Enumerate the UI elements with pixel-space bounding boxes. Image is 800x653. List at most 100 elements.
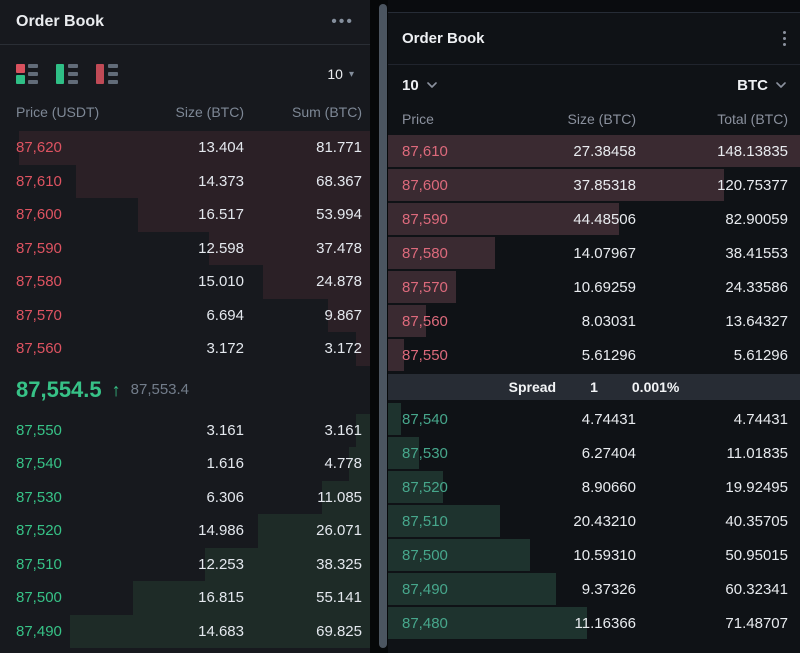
bid-row[interactable]: 87,520 14.986 26.071 bbox=[0, 514, 370, 548]
chevron-down-icon bbox=[426, 82, 437, 88]
depth-bar bbox=[388, 539, 530, 571]
ask-size: 37.85318 bbox=[573, 176, 636, 194]
page-title: Order Book bbox=[402, 30, 485, 47]
kebab-menu-icon[interactable] bbox=[783, 31, 786, 46]
ask-price: 87,570 bbox=[16, 306, 62, 324]
bid-sum: 3.161 bbox=[324, 421, 362, 439]
ask-row[interactable]: 87,550 5.61296 5.61296 bbox=[388, 338, 800, 372]
bid-row[interactable]: 87,480 11.16366 71.48707 bbox=[388, 606, 800, 640]
right-column-headers: Price Size (BTC) Total (BTC) bbox=[388, 103, 800, 134]
ask-row[interactable]: 87,610 27.38458 148.13835 bbox=[388, 134, 800, 168]
bid-row[interactable]: 87,490 9.37326 60.32341 bbox=[388, 572, 800, 606]
ask-price: 87,600 bbox=[16, 206, 62, 224]
bid-sum: 11.085 bbox=[317, 488, 362, 506]
spread-label: Spread bbox=[508, 379, 557, 395]
ask-row[interactable]: 87,580 14.07967 38.41553 bbox=[388, 236, 800, 270]
spread-percent: 0.001% bbox=[631, 379, 680, 395]
ask-row[interactable]: 87,560 8.03031 13.64327 bbox=[388, 304, 800, 338]
ask-row[interactable]: 87,610 14.373 68.367 bbox=[0, 164, 370, 198]
bid-price: 87,490 bbox=[402, 580, 448, 598]
last-price-bar[interactable]: 87,554.5 ↑ 87,553.4 bbox=[0, 366, 370, 414]
bid-row[interactable]: 87,530 6.27404 11.01835 bbox=[388, 436, 800, 470]
bid-size: 1.616 bbox=[206, 455, 244, 473]
ask-total: 5.61296 bbox=[733, 346, 788, 364]
bid-sum: 4.778 bbox=[324, 455, 362, 473]
ask-row[interactable]: 87,600 16.517 53.994 bbox=[0, 198, 370, 232]
book-view-toggles bbox=[16, 64, 118, 84]
ask-row[interactable]: 87,620 13.404 81.771 bbox=[0, 131, 370, 165]
depth-bar bbox=[205, 547, 370, 581]
bid-price: 87,520 bbox=[16, 522, 62, 540]
ask-sum: 24.878 bbox=[316, 273, 362, 291]
bid-size: 12.253 bbox=[198, 555, 244, 573]
bid-price: 87,480 bbox=[402, 614, 448, 632]
asset-unit-select[interactable]: BTC bbox=[737, 77, 786, 94]
depth-bar bbox=[388, 437, 419, 469]
bid-row[interactable]: 87,490 14.683 69.825 bbox=[0, 614, 370, 648]
view-toggle-combined-icon[interactable] bbox=[16, 64, 38, 84]
depth-bar bbox=[388, 203, 619, 235]
ask-total: 13.64327 bbox=[725, 312, 788, 330]
ask-sum: 9.867 bbox=[324, 306, 362, 324]
depth-bar bbox=[388, 339, 404, 371]
depth-bar bbox=[208, 231, 370, 265]
bid-row[interactable]: 87,500 16.815 55.141 bbox=[0, 581, 370, 615]
ask-sum: 37.478 bbox=[316, 239, 362, 257]
asset-unit-value: BTC bbox=[737, 76, 768, 94]
depth-level-select[interactable]: 10 bbox=[402, 77, 437, 94]
more-menu-icon[interactable]: ••• bbox=[331, 13, 354, 30]
bid-size: 14.986 bbox=[198, 522, 244, 540]
bid-row[interactable]: 87,510 12.253 38.325 bbox=[0, 547, 370, 581]
bid-row[interactable]: 87,510 20.43210 40.35705 bbox=[388, 504, 800, 538]
bid-row[interactable]: 87,500 10.59310 50.95015 bbox=[388, 538, 800, 572]
ask-row[interactable]: 87,580 15.010 24.878 bbox=[0, 265, 370, 299]
ask-row[interactable]: 87,570 6.694 9.867 bbox=[0, 298, 370, 332]
ask-row[interactable]: 87,590 12.598 37.478 bbox=[0, 231, 370, 265]
bid-size: 14.683 bbox=[198, 622, 244, 640]
depth-bar bbox=[388, 505, 501, 537]
depth-bar bbox=[327, 298, 370, 332]
caret-down-icon: ▾ bbox=[348, 68, 354, 80]
ask-size: 16.517 bbox=[198, 206, 244, 224]
ask-row[interactable]: 87,600 37.85318 120.75377 bbox=[388, 168, 800, 202]
vertical-scrollbar[interactable] bbox=[379, 4, 387, 648]
bid-size: 3.161 bbox=[206, 421, 244, 439]
bid-total: 71.48707 bbox=[725, 614, 788, 632]
price-up-arrow-icon: ↑ bbox=[111, 379, 121, 400]
bid-row[interactable]: 87,550 3.161 3.161 bbox=[0, 413, 370, 447]
ask-row[interactable]: 87,560 3.172 3.172 bbox=[0, 332, 370, 366]
bid-row[interactable]: 87,530 6.306 11.085 bbox=[0, 480, 370, 514]
bid-row[interactable]: 87,520 8.90660 19.92495 bbox=[388, 470, 800, 504]
bid-total: 11.01835 bbox=[726, 444, 788, 462]
bid-sum: 55.141 bbox=[316, 589, 362, 607]
right-panel-controls: 10 BTC bbox=[388, 67, 800, 103]
view-toggle-bids-only-icon[interactable] bbox=[56, 64, 78, 84]
ask-size: 12.598 bbox=[198, 239, 244, 257]
bid-size: 8.90660 bbox=[581, 478, 636, 496]
view-toggle-asks-only-icon[interactable] bbox=[96, 64, 118, 84]
right-panel-top-edge bbox=[388, 0, 800, 13]
bid-row[interactable]: 87,540 1.616 4.778 bbox=[0, 447, 370, 481]
depth-bar bbox=[388, 135, 800, 167]
ask-row[interactable]: 87,590 44.48506 82.90059 bbox=[388, 202, 800, 236]
order-book-panel-left: Order Book ••• bbox=[0, 0, 370, 653]
ask-price: 87,560 bbox=[402, 312, 448, 330]
ask-price: 87,590 bbox=[402, 210, 448, 228]
bid-price: 87,530 bbox=[402, 444, 448, 462]
bid-row[interactable]: 87,540 4.74431 4.74431 bbox=[388, 402, 800, 436]
bid-price: 87,500 bbox=[16, 589, 62, 607]
ask-price: 87,580 bbox=[16, 273, 62, 291]
ask-row[interactable]: 87,570 10.69259 24.33586 bbox=[388, 270, 800, 304]
bid-total: 40.35705 bbox=[725, 512, 788, 530]
ask-size: 3.172 bbox=[206, 340, 244, 358]
depth-bar bbox=[322, 480, 370, 514]
bids-list: 87,540 4.74431 4.74431 87,530 6.27404 11… bbox=[388, 402, 800, 640]
depth-bar bbox=[356, 332, 370, 366]
bid-price: 87,540 bbox=[16, 455, 62, 473]
sum-column-header: Sum (BTC) bbox=[292, 104, 362, 120]
depth-bar bbox=[388, 169, 724, 201]
bid-total: 50.95015 bbox=[725, 546, 788, 564]
depth-level-select[interactable]: 10 ▾ bbox=[327, 66, 354, 82]
asks-list: 87,620 13.404 81.771 87,610 14.373 68.36… bbox=[0, 131, 370, 366]
bid-price: 87,490 bbox=[16, 622, 62, 640]
